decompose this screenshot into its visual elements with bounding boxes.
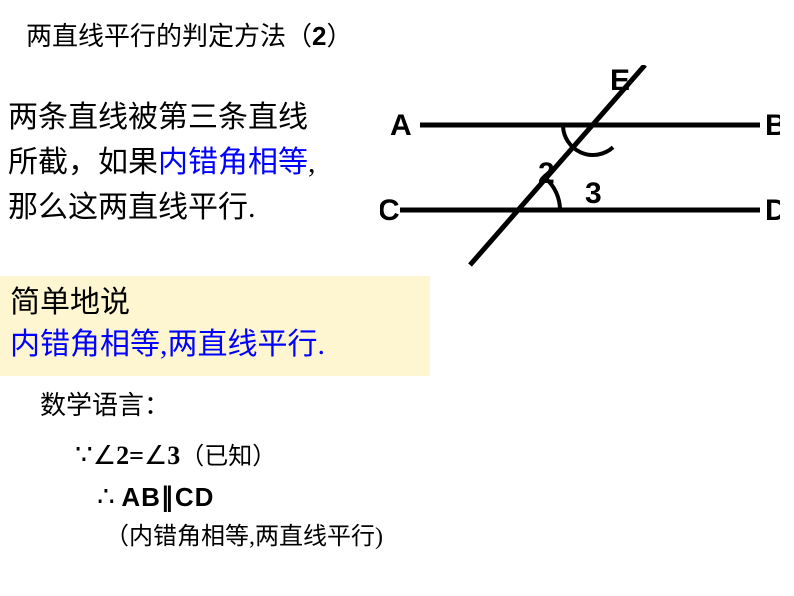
theorem-line1: 两条直线被第三条直线: [8, 95, 316, 140]
svg-text:B: B: [765, 109, 780, 142]
angle-symbol-2: ∠: [144, 441, 167, 470]
svg-text:D: D: [765, 194, 780, 227]
summary-rule: 内错角相等,两直线平行.: [10, 324, 420, 366]
page-title: 两直线平行的判定方法（2）: [26, 16, 353, 53]
theorem-highlight: 内错角相等: [158, 146, 308, 179]
geometry-diagram: E A B C D 23: [380, 65, 780, 285]
svg-text:A: A: [390, 109, 412, 142]
therefore-symbol: ∴: [97, 482, 115, 513]
svg-text:3: 3: [585, 177, 602, 210]
theorem-line2: 所截，如果内错角相等,: [8, 140, 316, 185]
proof-line2: ∴ AB∥CD: [97, 477, 383, 519]
angle-symbol-1: ∠: [93, 441, 116, 470]
summary-box: 简单地说 内错角相等,两直线平行.: [0, 276, 430, 376]
title-suffix: ）: [326, 22, 352, 51]
svg-text:E: E: [610, 65, 630, 97]
proof-n3: 3: [167, 441, 180, 470]
summary-intro: 简单地说: [10, 282, 420, 324]
svg-text:2: 2: [538, 157, 555, 190]
proof-known: （已知）: [180, 444, 276, 470]
proof-block: ∵∠2=∠3（已知） ∴ AB∥CD （内错角相等,两直线平行): [75, 435, 383, 555]
title-prefix: 两直线平行的判定方法（: [26, 22, 312, 51]
title-num: 2: [312, 21, 326, 51]
because-symbol: ∵: [75, 440, 93, 471]
proof-reason: （内错角相等,两直线平行): [105, 519, 383, 555]
proof-line1: ∵∠2=∠3（已知）: [75, 435, 383, 477]
proof-eq: 2=: [116, 441, 144, 470]
svg-text:C: C: [380, 194, 400, 227]
proof-parallel: AB∥CD: [121, 482, 214, 512]
math-language-label: 数学语言：: [40, 385, 170, 422]
theorem-text: 两条直线被第三条直线 所截，如果内错角相等, 那么这两直线平行.: [8, 95, 316, 230]
theorem-line3: 那么这两直线平行.: [8, 185, 316, 230]
diagram-svg: E A B C D 23: [380, 65, 780, 285]
